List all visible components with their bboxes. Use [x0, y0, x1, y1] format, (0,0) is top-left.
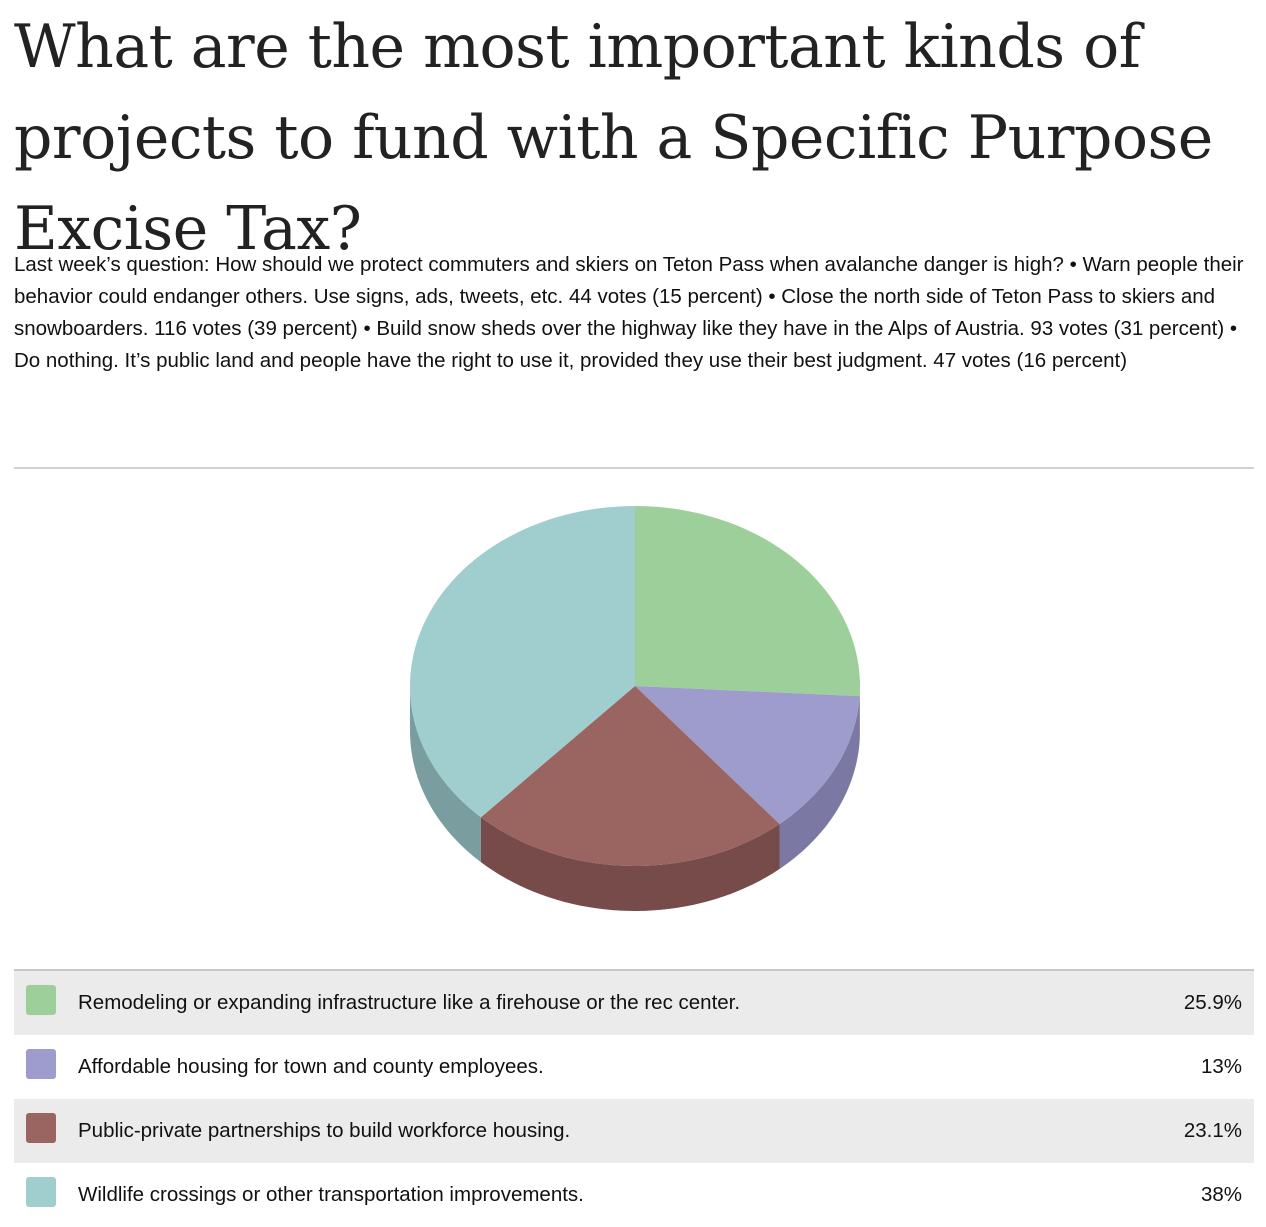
- legend-value: 38%: [1201, 1183, 1242, 1207]
- legend-label: Remodeling or expanding infrastructure l…: [78, 991, 740, 1015]
- legend-swatch: [26, 985, 56, 1015]
- legend-row: Public-private partnerships to build wor…: [14, 1099, 1254, 1163]
- legend-label: Public-private partnerships to build wor…: [78, 1119, 570, 1143]
- legend-row: Wildlife crossings or other transportati…: [14, 1163, 1254, 1227]
- pie-slice-0[interactable]: [635, 506, 860, 696]
- legend-value: 25.9%: [1184, 991, 1242, 1015]
- divider: [14, 467, 1254, 469]
- legend-value: 23.1%: [1184, 1119, 1242, 1143]
- legend-swatch: [26, 1049, 56, 1079]
- last-week-results: Last week’s question: How should we prot…: [14, 249, 1250, 377]
- question-title: What are the most important kinds of pro…: [14, 2, 1254, 275]
- pie-chart: [0, 470, 1266, 940]
- legend-swatch: [26, 1113, 56, 1143]
- legend-label: Wildlife crossings or other transportati…: [78, 1183, 584, 1207]
- legend-row: Affordable housing for town and county e…: [14, 1035, 1254, 1099]
- chart-legend: Remodeling or expanding infrastructure l…: [14, 969, 1254, 1227]
- legend-swatch: [26, 1177, 56, 1207]
- legend-value: 13%: [1201, 1055, 1242, 1079]
- legend-row: Remodeling or expanding infrastructure l…: [14, 971, 1254, 1035]
- legend-label: Affordable housing for town and county e…: [78, 1055, 544, 1079]
